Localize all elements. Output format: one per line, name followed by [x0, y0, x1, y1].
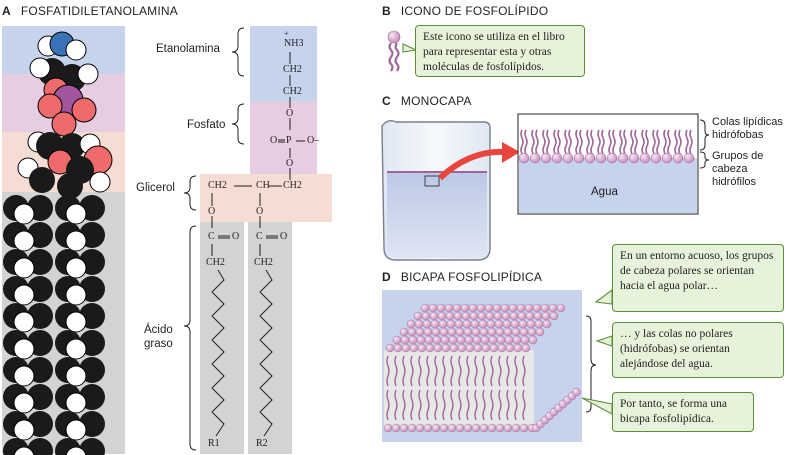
hydrogen-atom: [13, 257, 35, 279]
hydrogen-atom: [65, 284, 87, 306]
lipid-head: [661, 152, 673, 164]
lipid-head: [672, 152, 684, 164]
callout-nonpolar-tails: … y las colas no polares (hidrófobas) se…: [612, 322, 784, 378]
panel-c-heading: MONOCAPA: [400, 94, 472, 108]
lipid-head: [562, 152, 574, 164]
hydrogen-atom: [65, 230, 87, 252]
chem-o-ester-1: O: [208, 206, 216, 217]
chem-ch2-1: CH2: [283, 64, 302, 75]
chem-o-carbonyl-1: O: [232, 231, 240, 242]
panel-b-heading: ICONO DE FOSFOLÍPIDO: [400, 4, 549, 18]
hydrogen-atom: [13, 392, 35, 414]
label-glicerol: Glicerol: [136, 182, 175, 194]
label-graso: graso: [144, 338, 173, 350]
phospholipid-icon: [387, 30, 401, 72]
panel-c-title: C MONOCAPA: [382, 94, 472, 108]
panel-a-title: A FOSFATIDILETANOLAMINA: [2, 4, 178, 18]
chem-ch2-2: CH2: [283, 86, 302, 97]
lipid-head: [584, 152, 596, 164]
hydrogen-atom: [65, 203, 87, 225]
lipid-head: [628, 152, 640, 164]
carbon-atom: [27, 438, 53, 455]
chem-o-1: O: [286, 108, 294, 119]
zoom-arrow: [502, 142, 520, 163]
callout-bilayer-forms: Por tanto, se forma una bicapa fosfolipí…: [612, 392, 754, 432]
callout-pointer-b: [402, 43, 418, 53]
chem-o-carbonyl-2: O: [280, 231, 288, 242]
hydrogen-atom: [13, 311, 35, 333]
label-etanolamina: Etanolamina: [156, 43, 220, 55]
lipid-head: [650, 152, 662, 164]
lipid-head: [573, 152, 585, 164]
lipid-head: [529, 152, 541, 164]
chem-ch2-chain-1: CH2: [206, 257, 225, 268]
chem-p: P: [286, 135, 292, 146]
panel-d-title: D BICAPA FOSFOLIPÍDICA: [382, 270, 542, 284]
chemical-bonds: [211, 52, 305, 437]
chem-c-2: C: [256, 231, 263, 242]
lipid-head: [551, 152, 563, 164]
lipid-head: [595, 152, 607, 164]
label-acido: Ácido: [144, 324, 173, 336]
space-filling-model: [2, 26, 125, 455]
group-braces: [183, 27, 245, 451]
panel-b-letter: B: [382, 4, 391, 18]
chem-ch2-glycerol-1: CH2: [208, 180, 227, 191]
hydrogen-atom: [13, 365, 35, 387]
chem-o-minus: O–: [307, 135, 320, 146]
chem-r2: R2: [256, 438, 268, 449]
chem-r1: R1: [208, 438, 220, 449]
lipid-head: [540, 152, 552, 164]
chem-ch2-chain-2: CH2: [254, 257, 273, 268]
hydrogen-atom: [13, 446, 35, 455]
label-agua: Agua: [591, 186, 618, 198]
hydrogen-atom: [13, 338, 35, 360]
chem-o-double: O: [270, 135, 278, 146]
panel-b-title: B ICONO DE FOSFOLÍPIDO: [382, 4, 548, 18]
lipid-head: [683, 152, 695, 164]
bilayer: [382, 290, 582, 442]
chem-ch2-glycerol-2: CH2: [283, 180, 302, 191]
fatty-acid-tail-atoms: [3, 195, 105, 455]
monolayer-lipids: [518, 129, 695, 164]
lipid-head: [606, 152, 618, 164]
hydrogen-atom: [13, 284, 35, 306]
panel-d-letter: D: [382, 270, 391, 284]
carbon-atom: [79, 438, 105, 455]
callout-polar-heads: En un entorno acuoso, los grupos de cabe…: [612, 244, 784, 312]
lipid-head: [639, 152, 651, 164]
charge-plus: +: [284, 29, 289, 38]
beaker: [381, 119, 491, 261]
lipid-head: [518, 152, 530, 164]
lipid-head: [617, 152, 629, 164]
panel-a-heading: FOSFATIDILETANOLAMINA: [20, 4, 178, 18]
hydrogen-atom: [65, 392, 87, 414]
hydrogen-atom: [65, 446, 87, 455]
chem-c-1: C: [208, 231, 215, 242]
chem-o-ester-2: O: [256, 206, 264, 217]
label-tails: Colas lipídicas hidrófobas: [712, 116, 783, 141]
hydrogen-atom: [65, 257, 87, 279]
hydrogen-atom: [13, 203, 35, 225]
chem-nh3: NH3: [284, 38, 304, 49]
chem-ch-glycerol: CH: [256, 180, 270, 191]
hydrogen-atom: [13, 230, 35, 252]
label-heads: Grupos de cabeza hidrófilos: [712, 150, 764, 188]
structural-formula-bands: [200, 26, 332, 454]
panel-a-letter: A: [2, 4, 11, 18]
hydrogen-atom: [65, 365, 87, 387]
hydrogen-atom: [65, 419, 87, 441]
hydrogen-atom: [65, 338, 87, 360]
panel-d-heading: BICAPA FOSFOLIPÍDICA: [400, 270, 543, 284]
chem-o-2: O: [286, 158, 294, 169]
hydrogen-atom: [65, 311, 87, 333]
icon-description-callout: Este icono se utiliza en el libro para r…: [415, 25, 585, 77]
head-atoms: [17, 31, 113, 199]
hydrogen-atom: [13, 419, 35, 441]
label-fosfato: Fosfato: [187, 119, 226, 131]
panel-c-letter: C: [382, 94, 391, 108]
